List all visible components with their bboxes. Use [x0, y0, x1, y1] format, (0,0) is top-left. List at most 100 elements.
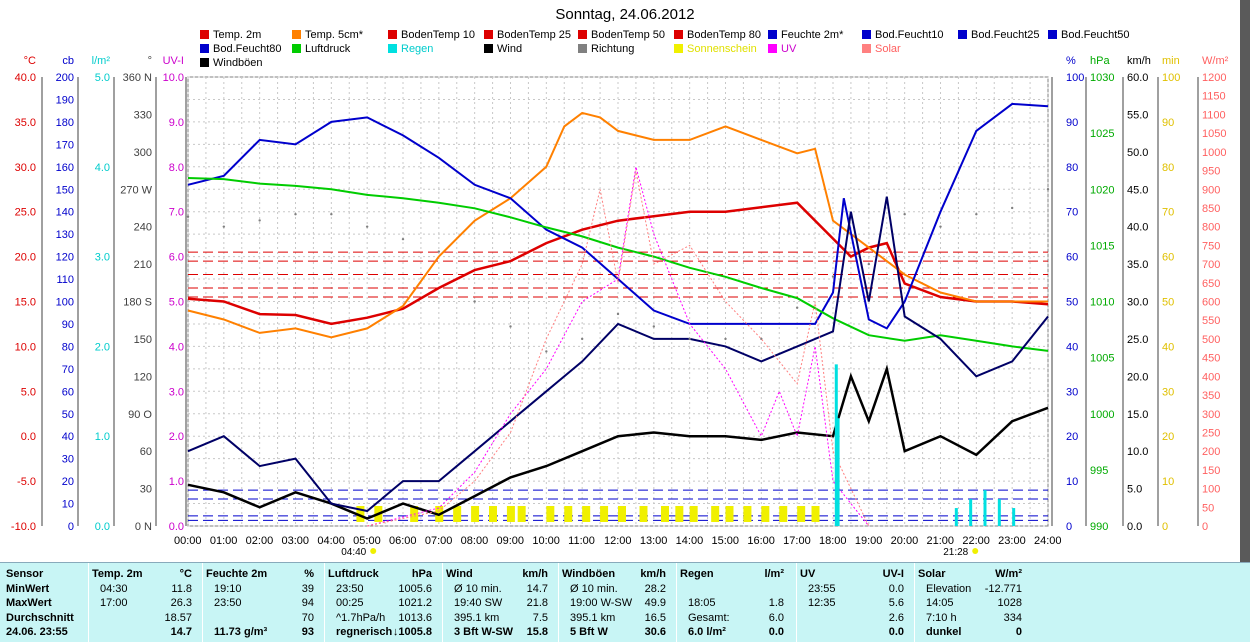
- axis-tick-label: 130: [56, 229, 74, 241]
- x-tick-label: 00:00: [174, 535, 202, 547]
- axis-tick-label: 100: [1066, 72, 1084, 84]
- axis-tick-label: 120: [134, 371, 152, 383]
- direction-point: [616, 312, 620, 316]
- axis-tick-label: 400: [1202, 371, 1220, 383]
- sunshine-bar: [506, 506, 515, 522]
- rain-bar: [954, 508, 958, 526]
- cell-value: 18.57: [164, 611, 192, 624]
- column-separator: [324, 563, 325, 642]
- cell-time: 00:25: [336, 597, 364, 609]
- cell-value: 5.6: [888, 597, 904, 609]
- axis-unit-label: cb: [62, 55, 74, 67]
- scrollbar[interactable]: [1240, 0, 1250, 562]
- axis-tick-label: 90: [62, 319, 74, 331]
- cell-value: 26.3: [170, 597, 192, 609]
- summary-table: Sensor MinWert MaxWert Durchschnitt 24.06. 2…: [0, 562, 1250, 642]
- axis-tick-label: 30: [62, 454, 74, 466]
- axis-tick-label: 150: [56, 184, 74, 196]
- direction-point: [401, 237, 405, 241]
- axis-tick-label: 5.0: [95, 72, 110, 84]
- cell-time: dunkel: [926, 626, 962, 638]
- legend-swatch: [768, 30, 777, 39]
- legend-swatch: [1048, 30, 1057, 39]
- axis-tick-label: 170: [56, 139, 74, 151]
- x-marker-label: 04:40: [341, 547, 366, 558]
- axis-tick-label: 10: [1162, 476, 1174, 488]
- x-tick-label: 08:00: [461, 535, 489, 547]
- cell-value: 16.5: [644, 611, 666, 624]
- axis-tick-label: 1100: [1202, 109, 1226, 121]
- sunshine-bar: [811, 506, 820, 522]
- cell-value: 49.9: [644, 597, 666, 609]
- direction-point: [365, 225, 369, 228]
- axis-tick-label: 150: [134, 334, 152, 346]
- sunshine-bar: [725, 506, 734, 522]
- legend-swatch: [768, 44, 777, 53]
- legend-label: Temp. 5cm*: [305, 29, 364, 41]
- x-tick-label: 13:00: [640, 535, 668, 547]
- axis-tick-label: 550: [1202, 315, 1220, 327]
- axis-tick-label: 35.0: [1127, 259, 1148, 271]
- axis-tick-label: 45.0: [1127, 184, 1148, 196]
- axis-tick-label: 20: [1162, 431, 1174, 443]
- direction-point: [831, 275, 835, 278]
- axis-tick-label: 0.0: [21, 431, 36, 443]
- axis-tick-label: 180 S: [123, 297, 152, 309]
- page-title: Sonntag, 24.06.2012: [555, 6, 695, 23]
- axis-tick-label: 3.0: [95, 252, 110, 264]
- axis-tick-label: 0: [1202, 521, 1208, 533]
- x-tick-label: 16:00: [747, 535, 775, 547]
- cell-time: 395.1 km: [454, 611, 500, 624]
- axis-tick-label: 90: [1162, 117, 1174, 129]
- direction-point: [1046, 188, 1050, 191]
- cell-value: 0.0: [888, 626, 904, 638]
- legend-swatch: [578, 44, 587, 53]
- axis-tick-label: 250: [1202, 427, 1220, 439]
- axis-tick-label: 150: [1202, 465, 1220, 477]
- axis-tick-label: 40: [1162, 341, 1174, 353]
- axis-tick-label: 8.0: [169, 162, 184, 174]
- legend-swatch: [674, 44, 683, 53]
- legend-label: Bod.Feucht25: [971, 29, 1040, 41]
- legend-swatch: [578, 30, 587, 39]
- axis-tick-label: 30: [1162, 386, 1174, 398]
- legend-label: Temp. 2m: [213, 29, 261, 41]
- cell-value: 0.0: [888, 582, 904, 595]
- axis-tick-label: 600: [1202, 297, 1220, 309]
- sunshine-bar: [689, 506, 698, 522]
- axis-tick-label: 100: [56, 297, 74, 309]
- axis-tick-label: 1200: [1202, 72, 1226, 84]
- direction-point: [867, 262, 871, 266]
- sunshine-bar: [743, 506, 752, 522]
- axis-tick-label: 360 N: [123, 72, 152, 84]
- axis-tick-label: 1010: [1090, 297, 1114, 309]
- axis-tick-label: 1050: [1202, 128, 1226, 140]
- cell-time: ^1.7hPa/h: [336, 611, 386, 624]
- column-separator: [558, 563, 559, 642]
- direction-point: [222, 225, 226, 228]
- axis-tick-label: 140: [56, 207, 74, 219]
- direction-point: [580, 337, 584, 341]
- axis-tick-label: 700: [1202, 259, 1220, 271]
- x-tick-label: 22:00: [962, 535, 990, 547]
- direction-point: [652, 325, 656, 328]
- legend-swatch: [200, 58, 209, 67]
- cell-time: Gesamt:: [688, 611, 730, 624]
- axis-tick-label: 330: [134, 109, 152, 121]
- axis-tick-label: 0: [68, 521, 74, 533]
- cell-time: 12:35: [808, 597, 836, 609]
- axis-tick-label: 850: [1202, 203, 1220, 215]
- series-line-uv: [367, 166, 870, 527]
- legend-label: BodenTemp 10: [401, 29, 475, 41]
- rain-bar: [997, 499, 1001, 526]
- axis-tick-label: 70: [62, 364, 74, 376]
- direction-point: [258, 219, 261, 222]
- axis-tick-label: 90 O: [128, 409, 152, 421]
- cell-time: Ø 10 min.: [570, 582, 618, 595]
- axis-tick-label: 500: [1202, 334, 1220, 346]
- series-line-solar: [367, 170, 870, 527]
- axis-tick-label: 50: [1162, 297, 1174, 309]
- axis-tick-label: 5.0: [169, 297, 184, 309]
- cell-value: 2.6: [888, 611, 904, 624]
- axis-tick-label: 55.0: [1127, 109, 1148, 121]
